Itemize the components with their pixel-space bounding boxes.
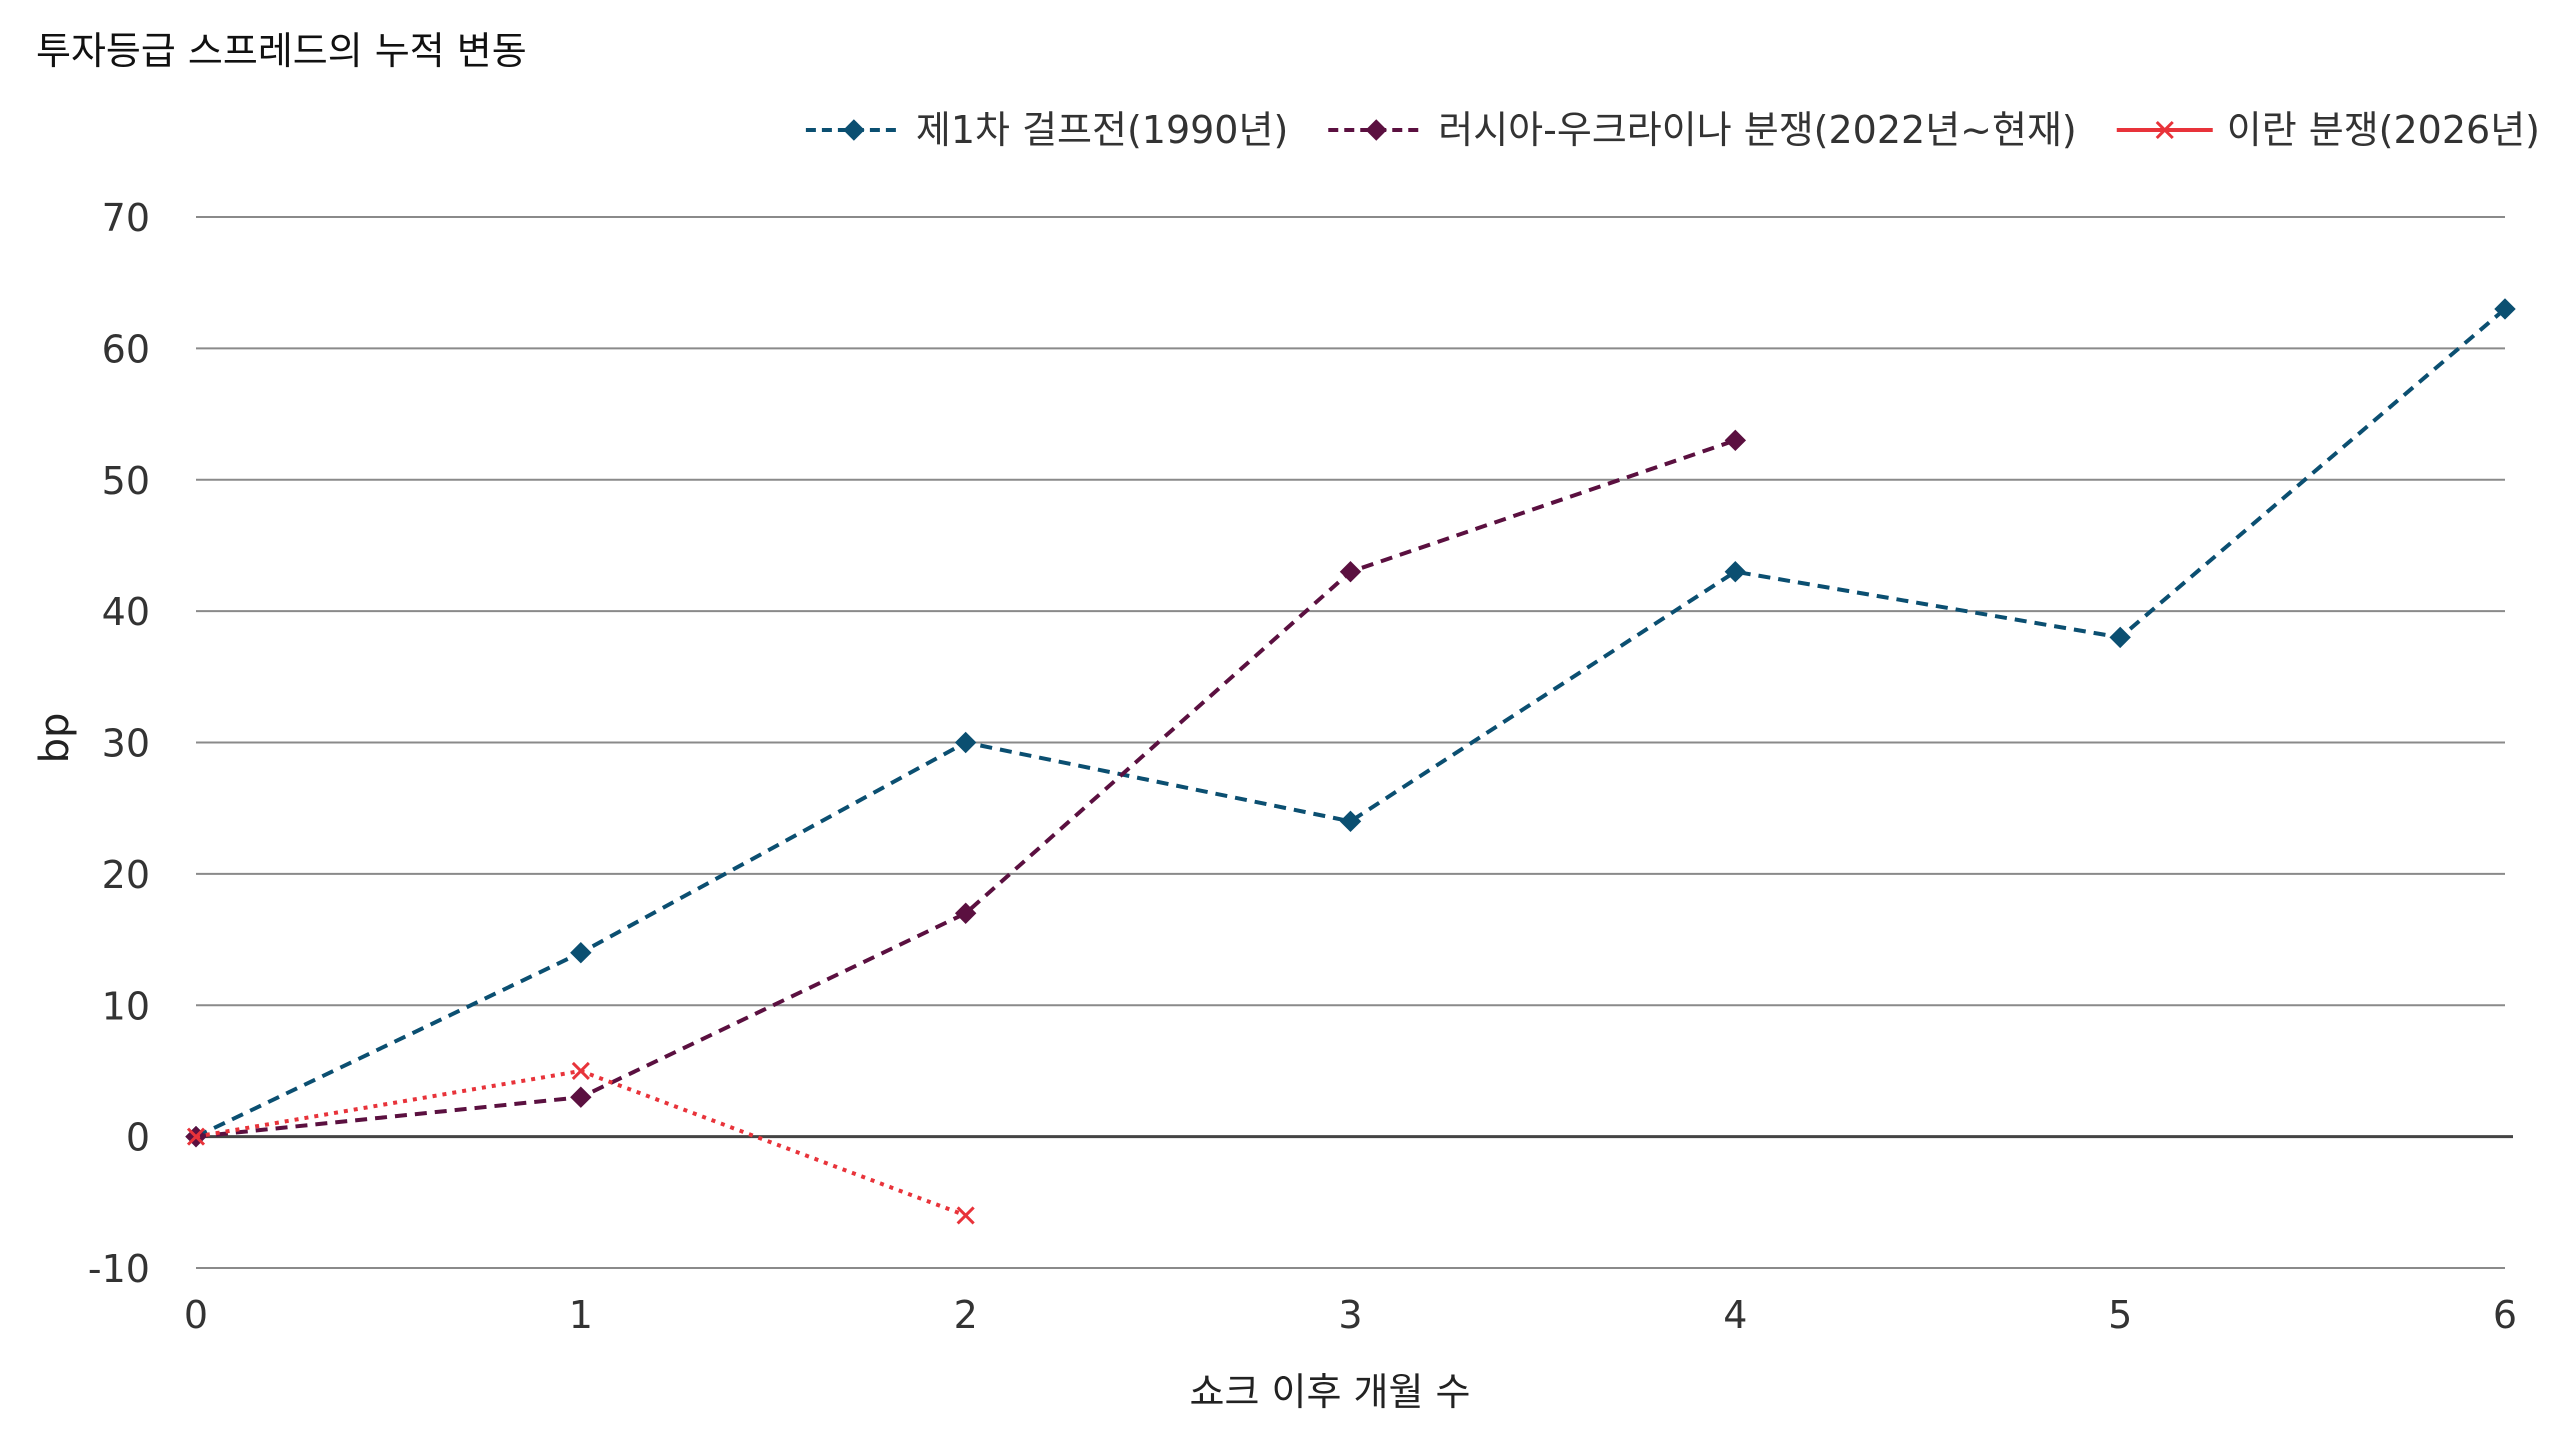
legend-item: 이란 분쟁(2026년) [2116, 108, 2540, 152]
y-tick-label: 40 [102, 590, 150, 634]
y-tick-label: 10 [102, 984, 150, 1028]
data-point [1339, 561, 1362, 583]
data-point [1365, 119, 1387, 141]
x-tick-label: 4 [1723, 1293, 1747, 1337]
y-axis-label: bp [32, 713, 78, 764]
legend-label: 이란 분쟁(2026년) [2227, 108, 2540, 152]
data-point [571, 1061, 590, 1080]
legend-label: 러시아-우크라이나 분쟁(2022년~현재) [1438, 108, 2076, 152]
gridlines [196, 216, 2513, 1269]
data-point [1724, 429, 1747, 452]
y-tick-label: 20 [102, 853, 150, 897]
data-point [2109, 626, 2131, 649]
y-tick-label: -10 [88, 1247, 150, 1291]
data-point [956, 1206, 975, 1225]
data-point [1339, 810, 1362, 833]
data-point [954, 731, 977, 754]
data-point [570, 941, 592, 964]
y-tick-label: 50 [102, 459, 150, 503]
series-line [195, 438, 1736, 1139]
legend-item: 러시아-우크라이나 분쟁(2022년~현재) [1328, 108, 2077, 152]
x-tick-label: 3 [1338, 1293, 1362, 1337]
series-layer [185, 298, 2516, 1225]
chart-title: 투자등급 스프레드의 누적 변동 [36, 29, 527, 73]
data-point [843, 119, 865, 141]
x-axis-label: 쇼크 이후 개월 수 [1190, 1370, 1471, 1414]
data-point [1724, 561, 1747, 583]
y-tick-label: 30 [102, 722, 150, 766]
legend-marker [1365, 119, 1387, 141]
x-tick-label: 2 [954, 1293, 978, 1337]
y-tick-labels: -10 0 10 20 30 40 50 60 70 [88, 196, 150, 1291]
x-tick-label: 5 [2108, 1293, 2132, 1337]
legend-item: 제1차 걸프전(1990년) [805, 108, 1288, 152]
data-point [186, 1127, 206, 1146]
data-point [2494, 298, 2516, 320]
x-tick-labels: 0 1 2 3 4 5 6 [184, 1293, 2517, 1337]
series-2 [186, 1061, 975, 1225]
legend-marker [2155, 120, 2174, 140]
data-point [570, 1086, 592, 1108]
series-line [195, 307, 2507, 1139]
legend-marker [843, 119, 865, 141]
y-tick-label: 70 [102, 196, 150, 240]
x-tick-label: 6 [2493, 1293, 2517, 1337]
series-1 [185, 429, 1747, 1148]
legend: 제1차 걸프전(1990년) 러시아-우크라이나 분쟁(2022년~현재) 이란 분… [805, 108, 2540, 152]
data-point [954, 902, 977, 924]
legend-label: 제1차 걸프전(1990년) [916, 108, 1288, 152]
y-tick-label: 60 [102, 327, 150, 371]
x-tick-label: 1 [569, 1293, 593, 1337]
y-tick-label: 0 [126, 1116, 150, 1160]
data-point [2155, 120, 2174, 140]
series-0 [185, 298, 2516, 1148]
x-tick-label: 0 [184, 1293, 208, 1337]
